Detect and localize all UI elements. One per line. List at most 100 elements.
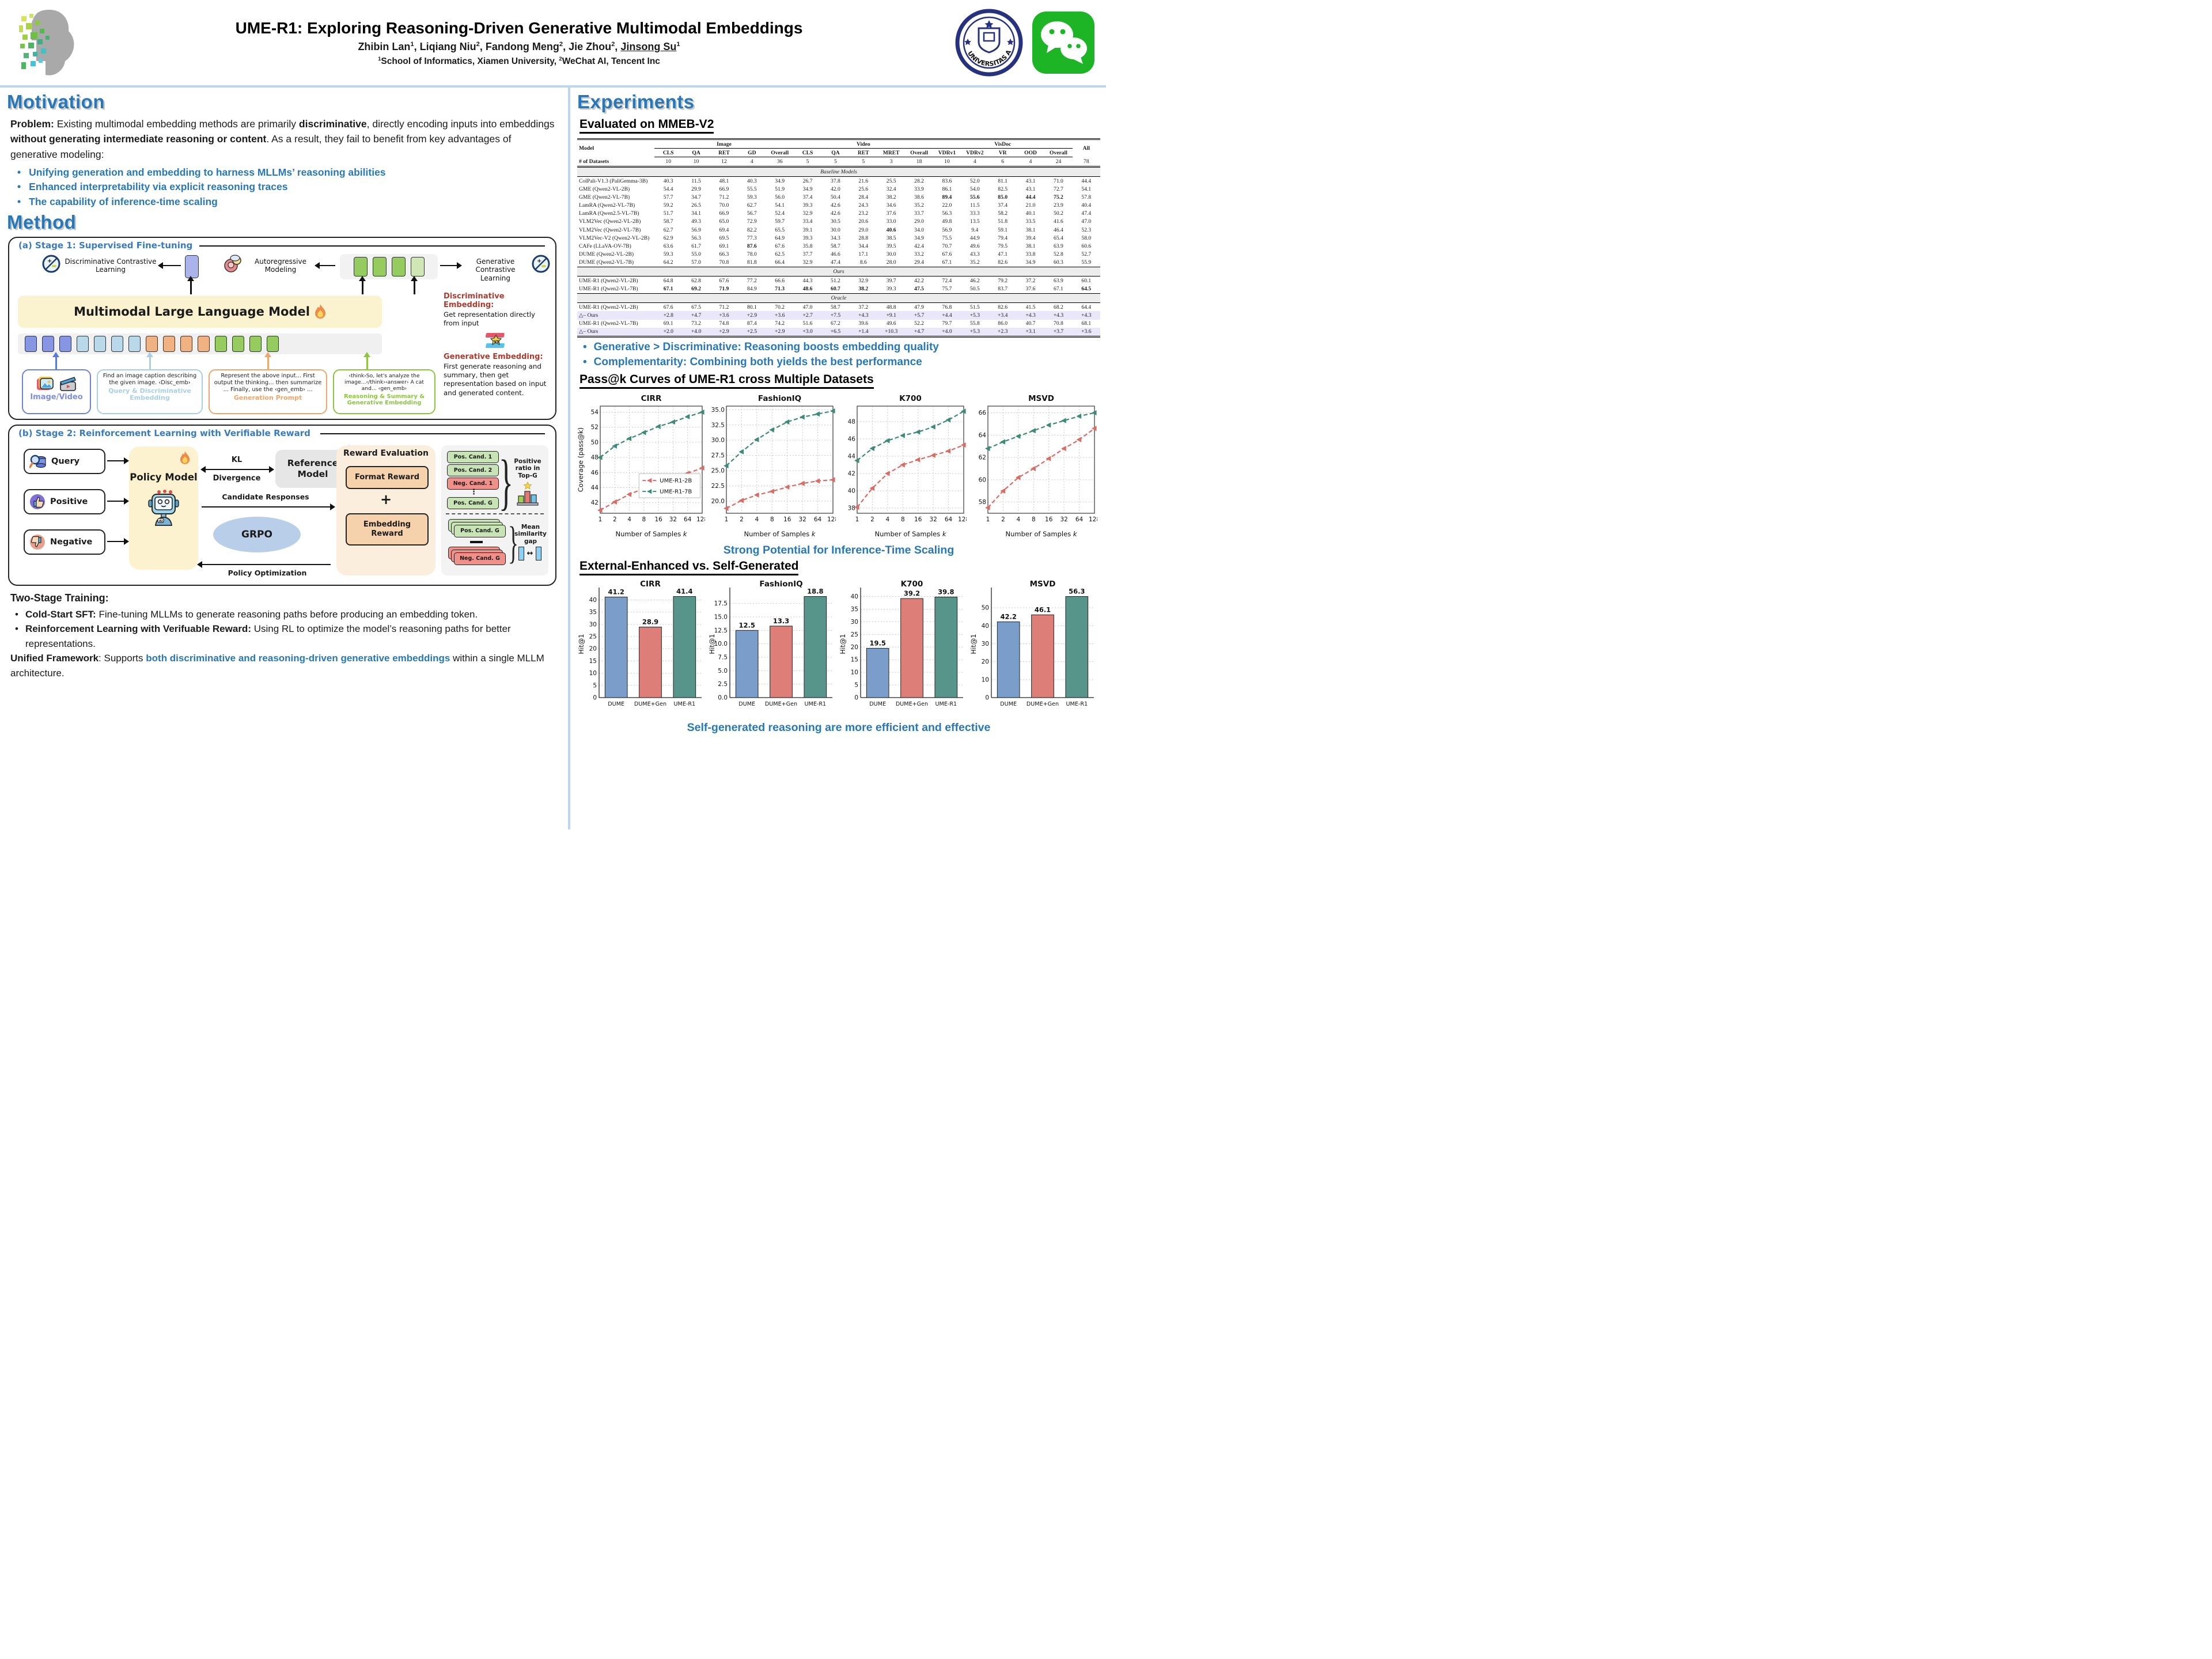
svg-text:UME-R1: UME-R1 xyxy=(935,701,957,707)
svg-text:2: 2 xyxy=(1001,516,1005,523)
generation-prompt-text: Represent the above input... First outpu… xyxy=(214,372,322,393)
svg-text:16: 16 xyxy=(1045,516,1053,523)
table-row: VLM2Vec (Qwen2-VL-2B) 58.7 49.3 65.0 72.9 59.… xyxy=(579,218,1092,225)
bar-chart-FashionIQ: FashionIQ 0.0 2.5 5.0 7.5 10.0 12.5 15.0 17.5 12.… xyxy=(708,579,836,720)
reasoning-label: Reasoning & Summary & Generative Embeddi… xyxy=(343,393,425,407)
contrastive-learning-icon: + xyxy=(532,255,550,273)
stage2-title: (b) Stage 2: Reinforcement Learning with… xyxy=(18,427,310,438)
svg-text:41.4: 41.4 xyxy=(676,588,692,596)
svg-text:Hit@1: Hit@1 xyxy=(577,634,585,654)
svg-text:42: 42 xyxy=(848,471,855,478)
svg-text:25: 25 xyxy=(851,631,858,638)
thumbs-up-icon xyxy=(30,494,45,509)
arrow-right-icon xyxy=(107,457,129,464)
table-row: LamRA (Qwen2-VL-7B) 59.2 26.5 70.0 62.7 54.1 3… xyxy=(579,202,1092,209)
gen-cl-label: Generative Contrastive Learning xyxy=(475,257,516,282)
svg-text:128: 128 xyxy=(958,516,967,523)
header: UME-R1: Exploring Reasoning-Driven Gener… xyxy=(0,0,1106,85)
svg-text:Hit@1: Hit@1 xyxy=(708,634,716,654)
svg-text:DUME: DUME xyxy=(738,701,755,707)
svg-text:12.5: 12.5 xyxy=(714,627,728,634)
svg-text:4: 4 xyxy=(755,516,759,523)
svg-text:2: 2 xyxy=(870,516,874,523)
similarity-gap-label: Mean similarity gap xyxy=(514,523,547,546)
svg-text:64: 64 xyxy=(979,432,987,439)
svg-text:4: 4 xyxy=(886,516,890,523)
svg-text:12.5: 12.5 xyxy=(738,621,755,629)
svg-text:62: 62 xyxy=(979,454,986,461)
table-row: △– Ours +2.0 +4.0 +2.9 +2.5 +2.9 +3.0 +6.5 +1.4 +… xyxy=(577,327,1100,337)
svg-text:64: 64 xyxy=(814,516,822,523)
bullet-dot-icon: • xyxy=(15,623,18,635)
bullet-dot-icon: • xyxy=(17,195,21,207)
candidates-panel: Pos. Cand. 1 Pos. Cand. 2 Neg. Cand. 1 ⋮… xyxy=(441,445,548,575)
svg-text:DUME+Gen: DUME+Gen xyxy=(1027,701,1059,707)
positive-ratio-label: Positive ratio in Top-G xyxy=(514,457,541,480)
training-heading: Two-Stage Training: xyxy=(10,592,109,604)
table-row: UME-R1 (Qwen2-VL-7B) 69.1 73.2 74.8 87.4 74.2… xyxy=(579,320,1092,327)
negative-input-box: Negative xyxy=(24,529,105,555)
embedding-reward-box: Embedding Reward xyxy=(346,513,429,546)
svg-text:5: 5 xyxy=(854,682,858,689)
table-row: CAFe (LLaVA-OV-7B) 63.6 61.7 69.1 87.6 67.6 35… xyxy=(579,243,1092,250)
unified-framework-line: Unified Framework: Supports both discrim… xyxy=(10,653,544,679)
svg-text:MSVD: MSVD xyxy=(1030,580,1056,589)
page-title: UME-R1: Exploring Reasoning-Driven Gener… xyxy=(235,19,803,37)
experiment-bullets: • Generative > Discriminative: Reasoning … xyxy=(583,340,1100,370)
svg-text:UME-R1: UME-R1 xyxy=(674,701,696,707)
svg-text:50: 50 xyxy=(982,605,989,612)
svg-text:5.0: 5.0 xyxy=(718,668,728,675)
token xyxy=(25,335,37,352)
svg-text:Number of Samples k: Number of Samples k xyxy=(874,530,946,538)
column-divider xyxy=(568,88,570,830)
query-box: Find an image caption describing the giv… xyxy=(97,369,203,414)
generation-prompt-label: Generation Prompt xyxy=(233,393,302,402)
query-label: Query & Discriminative Embedding xyxy=(108,387,191,402)
token xyxy=(410,256,425,276)
svg-text:30: 30 xyxy=(589,621,597,628)
svg-text:UME-R1: UME-R1 xyxy=(1066,701,1088,707)
svg-text:25.0: 25.0 xyxy=(711,468,725,475)
svg-text:15: 15 xyxy=(851,657,858,664)
svg-text:2.5: 2.5 xyxy=(718,681,728,688)
pos-cand-pill: Pos. Cand. 1 xyxy=(447,450,499,463)
svg-text:20: 20 xyxy=(589,646,597,653)
reward-evaluation-box: Reward Evaluation Format Reward + Embedd… xyxy=(336,445,435,575)
image-video-box: Image/Video xyxy=(22,369,91,414)
bullet-dot-icon: • xyxy=(583,356,587,369)
pos-cand-pill: Pos. Cand. G xyxy=(447,497,499,509)
motivation-bullets: • Unifying generation and embedding to ha… xyxy=(17,165,561,209)
mllm-box: Multimodal Large Language Model xyxy=(18,295,382,328)
table-row: ColPali-V1.3 (PaliGemma-3B) 40.3 11.5 48.1 4… xyxy=(579,177,1092,184)
svg-text:UME-R1-7B: UME-R1-7B xyxy=(660,489,692,495)
table-row: VLM2Vec-V2 (Qwen2-VL-2B) 62.9 56.3 69.5 77.3… xyxy=(579,234,1092,241)
reasoning-text: ‹think›So, let's analyze the image...‹/t… xyxy=(344,372,424,392)
svg-text:0: 0 xyxy=(593,695,597,702)
token xyxy=(42,335,54,352)
svg-text:35: 35 xyxy=(589,609,597,616)
motivation-bullet: • The capability of inference-time scalin… xyxy=(17,195,561,209)
affiliation: 1School of Informatics, Xiamen Universit… xyxy=(378,56,660,67)
svg-text:AI: AI xyxy=(159,520,162,523)
svg-text:10: 10 xyxy=(982,676,989,683)
svg-text:8: 8 xyxy=(1032,516,1036,523)
grpo-ellipse: GRPO xyxy=(213,516,301,552)
svg-text:40: 40 xyxy=(848,488,855,495)
bars-takeaway: Self-generated reasoning are more effici… xyxy=(687,721,991,734)
bullet-dot-icon: • xyxy=(17,181,21,193)
motivation-heading: Motivation xyxy=(7,91,105,112)
table-section-row: Ours xyxy=(577,266,1100,277)
disc-cl-label: Discriminative Contrastive Learning xyxy=(65,257,157,274)
arrow-right-icon xyxy=(107,498,129,505)
svg-text:4: 4 xyxy=(1017,516,1021,523)
token xyxy=(77,335,89,352)
reasoning-box: ‹think›So, let's analyze the image...‹/t… xyxy=(333,369,435,414)
svg-text:K700: K700 xyxy=(899,394,922,403)
svg-text:40: 40 xyxy=(589,597,597,604)
arrow-up-icon xyxy=(364,351,370,369)
svg-text:DUME: DUME xyxy=(869,701,886,707)
video-icon xyxy=(60,377,76,391)
title-rule xyxy=(199,245,545,247)
svg-text:DUME+Gen: DUME+Gen xyxy=(765,701,797,707)
svg-text:35: 35 xyxy=(851,606,858,613)
